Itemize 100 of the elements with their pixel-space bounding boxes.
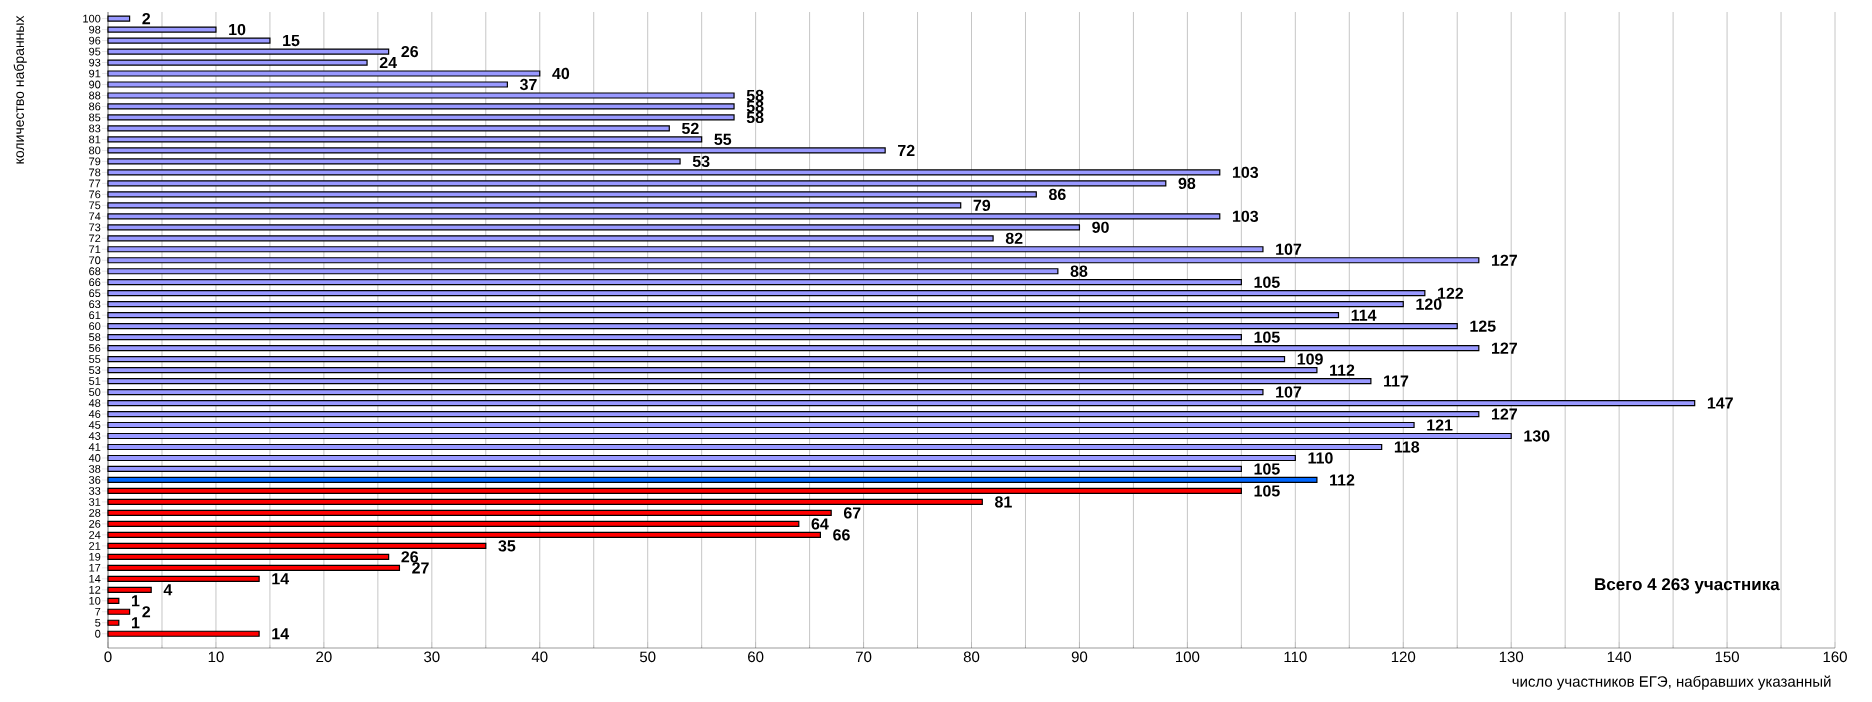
data-label: 90: [1092, 221, 1109, 233]
y-tick-label: 43: [88, 432, 101, 440]
x-tick-label: 40: [531, 651, 548, 663]
y-tick-label: 68: [89, 267, 101, 276]
data-label: 37: [519, 78, 537, 91]
data-label: 14: [272, 628, 290, 640]
data-label: 120: [1416, 298, 1442, 310]
data-label: 27: [412, 562, 429, 574]
data-label: 24: [379, 56, 397, 69]
y-tick-label: 0: [95, 629, 101, 638]
y-tick-label: 90: [89, 80, 101, 89]
data-label: 15: [283, 34, 300, 47]
data-label: 103: [1232, 166, 1259, 179]
y-tick-label: 45: [88, 421, 101, 429]
y-tick-label: 79: [89, 157, 101, 166]
data-label: 1: [132, 617, 140, 629]
y-tick-label: 65: [89, 289, 101, 298]
data-label: 109: [1297, 353, 1323, 365]
data-label: 52: [681, 122, 699, 135]
data-label: 81: [995, 496, 1012, 508]
x-tick-label: 100: [1176, 651, 1200, 663]
data-label: 127: [1492, 408, 1517, 420]
y-tick-label: 24: [89, 531, 101, 539]
y-tick-label: 21: [89, 542, 101, 550]
data-label: 58: [746, 89, 764, 102]
y-tick-label: 56: [89, 344, 101, 353]
y-tick-label: 86: [89, 102, 101, 111]
y-tick-label: 5: [95, 618, 101, 627]
y-tick-label: 78: [89, 168, 101, 177]
y-tick-label: 77: [89, 179, 101, 188]
y-tick-label: 36: [89, 476, 101, 484]
data-label: 35: [498, 540, 516, 552]
data-label: 112: [1330, 364, 1355, 376]
data-label: 121: [1427, 419, 1453, 431]
x-tick-label: 110: [1284, 651, 1307, 663]
y-tick-label: 33: [89, 487, 101, 495]
y-tick-label: 58: [89, 333, 101, 342]
y-tick-label: 12: [89, 585, 101, 594]
y-axis-title: количество набранных: [13, 15, 27, 164]
y-tick-label: 96: [89, 36, 101, 45]
x-tick-label: 0: [104, 651, 112, 663]
data-label: 105: [1254, 485, 1280, 497]
y-tick-label: 41: [88, 443, 101, 451]
data-label: 110: [1308, 452, 1333, 464]
y-tick-label: 40: [88, 454, 101, 462]
y-tick-label: 38: [89, 465, 101, 473]
x-tick-label: 70: [856, 651, 872, 663]
x-tick-label: 90: [1071, 651, 1088, 663]
annotation: Всего 4 263 участника: [1595, 578, 1780, 594]
x-axis-title: число участников ЕГЭ, набравших указанный: [1512, 675, 1831, 690]
y-tick-label: 7: [95, 607, 101, 616]
data-label: 26: [401, 551, 419, 563]
data-label: 98: [1178, 177, 1196, 190]
x-tick-label: 20: [316, 651, 332, 663]
data-label: 117: [1384, 375, 1409, 387]
data-label: 107: [1276, 386, 1302, 398]
y-tick-label: 76: [89, 190, 101, 199]
data-label: 127: [1492, 342, 1517, 354]
data-label: 125: [1470, 320, 1496, 332]
x-tick-label: 10: [208, 651, 224, 663]
y-tick-label: 10: [89, 596, 101, 605]
data-label: 53: [692, 155, 710, 168]
data-label: 88: [1070, 265, 1088, 277]
data-label: 1: [132, 595, 140, 607]
y-tick-label: 71: [89, 245, 101, 254]
data-label: 105: [1254, 463, 1280, 475]
y-tick-label: 19: [89, 552, 101, 561]
data-label: 67: [843, 507, 861, 519]
data-label: 147: [1707, 397, 1733, 409]
y-tick-label: 83: [89, 124, 101, 133]
x-tick-label: 160: [1823, 651, 1847, 663]
y-tick-label: 98: [89, 25, 101, 34]
y-tick-label: 48: [88, 399, 101, 407]
y-tick-label: 60: [89, 322, 101, 331]
x-tick-label: 80: [963, 651, 980, 663]
data-label: 105: [1254, 276, 1280, 288]
y-tick-label: 28: [89, 509, 101, 517]
y-tick-label: 70: [89, 256, 101, 265]
y-tick-label: 55: [89, 355, 101, 363]
y-tick-label: 51: [89, 377, 101, 385]
data-label: 2: [142, 13, 151, 25]
data-label: 66: [833, 529, 850, 541]
y-tick-label: 95: [89, 47, 101, 56]
data-label: 127: [1492, 254, 1517, 266]
data-label: 64: [811, 518, 829, 530]
data-label: 26: [401, 45, 419, 58]
y-tick-label: 88: [89, 91, 101, 100]
data-label: 103: [1232, 210, 1259, 222]
y-tick-label: 81: [89, 135, 101, 144]
data-label: 122: [1438, 287, 1464, 299]
y-tick-label: 31: [89, 498, 101, 506]
data-label: 58: [746, 100, 764, 113]
data-label: 86: [1048, 188, 1066, 201]
y-tick-label: 53: [89, 366, 101, 374]
data-label: 4: [163, 584, 173, 596]
data-label: 58: [746, 111, 764, 124]
data-label: 40: [552, 67, 570, 80]
x-tick-label: 50: [639, 651, 656, 663]
y-tick-label: 17: [89, 564, 101, 572]
x-tick-label: 130: [1499, 651, 1524, 663]
